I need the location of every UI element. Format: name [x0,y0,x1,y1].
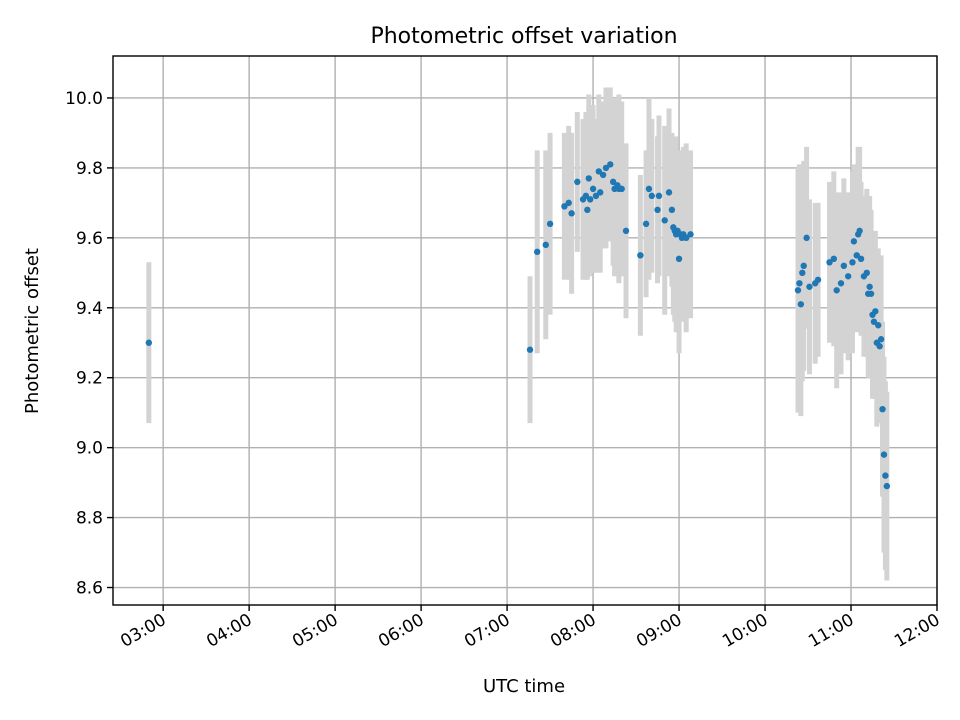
data-point [844,273,852,280]
x-tick-label: 04:00 [203,610,255,652]
data-point [806,283,813,290]
data-point [675,255,683,263]
data-point [882,472,889,479]
data-point [872,308,879,315]
y-tick-label: 9.0 [76,439,103,459]
data-point [814,276,822,283]
x-tick-label: 07:00 [461,610,513,652]
data-point [687,231,694,238]
y-tick-label: 9.8 [76,159,103,179]
data-point [582,192,590,200]
data-point [526,346,534,353]
data-point [574,178,581,186]
x-tick-label: 05:00 [289,610,341,652]
x-tick-label: 11:00 [805,610,857,652]
y-tick-label: 9.4 [76,299,103,319]
data-point [585,175,592,182]
data-point [584,206,591,214]
data-point [866,283,873,290]
data-point [592,192,600,200]
data-point [803,234,810,242]
data-point [145,339,153,346]
x-tick-label: 08:00 [547,610,599,652]
data-point [857,255,865,263]
data-point [875,322,882,329]
data-point [837,280,845,287]
data-point [565,199,572,207]
plot-frame [112,55,938,606]
data-point [568,210,575,217]
data-point [849,259,856,266]
data-point [867,290,875,297]
y-tick-label: 9.6 [76,229,103,249]
data-point [661,217,668,224]
y-axis-label: Photometric offset [22,248,43,414]
x-tick-label: 12:00 [891,610,943,652]
data-point [853,252,860,259]
data-point [637,252,644,259]
data-point [797,301,805,308]
data-point [830,255,838,263]
data-point [602,164,610,172]
x-tick-label: 10:00 [719,610,771,652]
data-point [683,234,690,242]
data-point [599,171,607,179]
data-point [595,168,603,175]
data-point [622,227,630,235]
data-point [833,287,840,294]
data-point [665,189,673,196]
data-point [880,451,888,458]
x-axis-label: UTC time [483,676,565,697]
y-tick-label: 9.2 [76,369,103,389]
data-point [826,259,833,266]
data-point [856,227,863,235]
data-point [655,192,663,200]
x-tick-label: 03:00 [117,610,169,652]
data-point [642,220,650,228]
data-point [870,318,878,325]
chart-title: Photometric offset variation [370,24,677,49]
x-tick-label: 09:00 [633,610,685,652]
data-point [607,161,614,168]
data-point [850,238,858,245]
x-tick-label: 06:00 [375,610,427,652]
data-point [546,220,554,228]
data-point [587,196,594,203]
error-bars [146,87,890,581]
data-point [799,269,806,277]
y-tick-label: 8.6 [76,579,103,599]
data-point [618,185,625,193]
data-point [609,178,617,186]
y-tick-label: 10.0 [65,89,103,109]
data-point [883,482,891,490]
data-point [654,206,661,214]
data-point [597,189,604,196]
data-point [876,343,883,350]
y-tick-label: 8.8 [76,509,103,529]
data-point [645,185,653,193]
data-point [840,262,848,270]
data-point [648,192,656,200]
data-point [879,405,886,413]
data-point [877,336,885,343]
data-point [863,269,870,277]
data-point [796,280,803,287]
data-point [561,203,568,210]
data-point [794,287,802,294]
data-point [668,206,676,214]
data-point [533,248,541,256]
data-point [542,241,549,249]
data-point [800,262,807,270]
data-points [145,161,891,490]
data-point [589,185,597,193]
